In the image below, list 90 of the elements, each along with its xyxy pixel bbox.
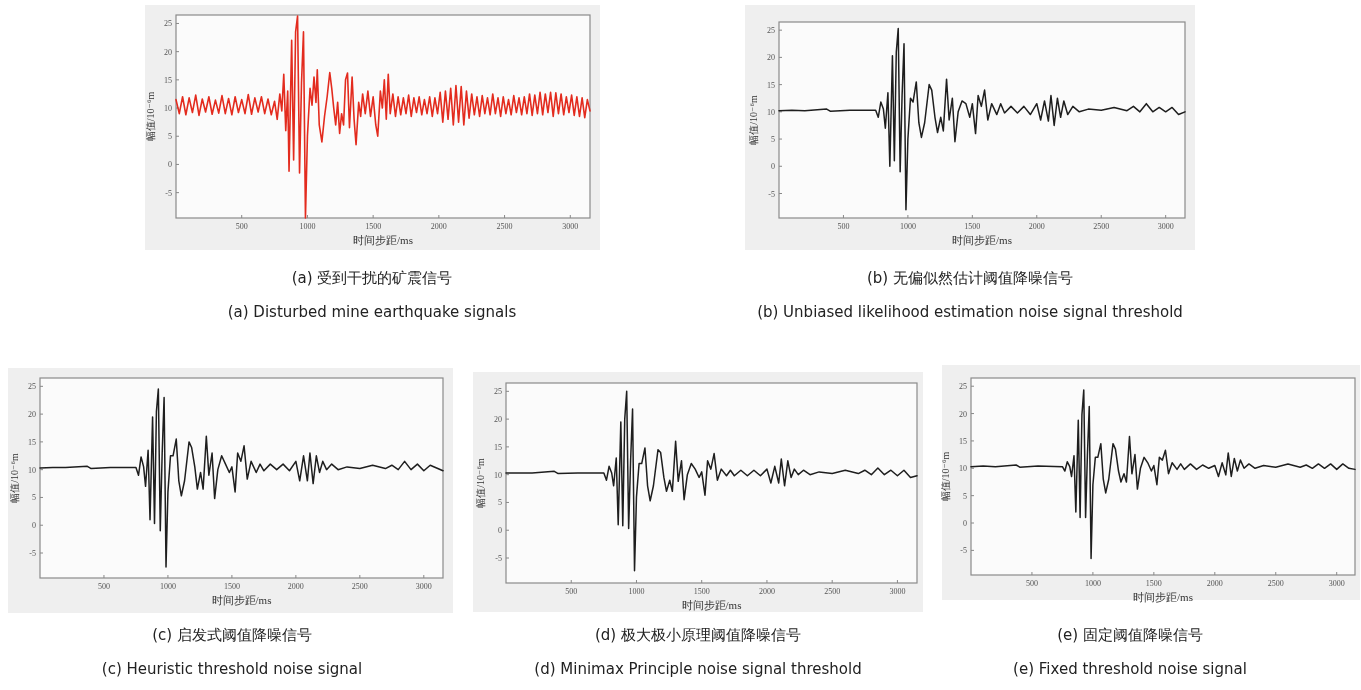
x-tick-label: 2000 xyxy=(1028,222,1045,231)
y-tick-label: 0 xyxy=(32,521,36,531)
y-tick-label: 15 xyxy=(959,436,967,446)
x-tick-label: 1000 xyxy=(628,587,645,596)
y-tick-label: 0 xyxy=(168,160,172,170)
line-series xyxy=(505,390,918,572)
y-tick-label: 5 xyxy=(32,493,36,503)
y-tick-label: 5 xyxy=(498,498,502,508)
x-tick-label: 2500 xyxy=(496,222,513,231)
x-tick-label: 500 xyxy=(837,222,850,231)
y-tick-label: 20 xyxy=(959,409,967,419)
x-tick-label: 3000 xyxy=(1328,579,1345,588)
x-tick-label: 1000 xyxy=(159,582,176,591)
x-tick-label: 3000 xyxy=(889,587,906,596)
y-axis-title: 幅值/10⁻⁶m xyxy=(748,95,759,145)
y-tick-label: 25 xyxy=(767,26,775,36)
x-axis-title: 时间步距/ms xyxy=(952,234,1012,246)
text: (b) Unbiased likelihood estimation noise signal threshold xyxy=(757,303,1183,321)
text: (e) 固定阈值降噪信号 xyxy=(1057,626,1203,644)
x-tick-label: 1500 xyxy=(693,587,710,596)
x-tick-label: 1500 xyxy=(223,582,240,591)
x-tick-label: 500 xyxy=(235,222,248,231)
y-tick-label: -5 xyxy=(768,189,775,199)
y-tick-label: 15 xyxy=(767,80,775,90)
y-tick-label: 25 xyxy=(959,382,967,392)
y-tick-label: 5 xyxy=(963,491,967,501)
x-tick-label: 500 xyxy=(97,582,110,591)
y-axis-title: 幅值/10⁻⁶m xyxy=(940,451,951,502)
text: (b) 无偏似然估计阈值降噪信号 xyxy=(867,269,1073,287)
x-axis-title: 时间步距/ms xyxy=(1133,591,1193,603)
y-tick-label: -5 xyxy=(960,546,967,556)
line-series xyxy=(778,27,1186,211)
x-tick-label: 2500 xyxy=(1093,222,1110,231)
x-tick-label: 1500 xyxy=(365,222,382,231)
y-tick-label: -5 xyxy=(29,549,36,558)
y-axis-title: 幅值/10⁻⁶m xyxy=(145,91,156,142)
x-tick-label: 1000 xyxy=(1084,579,1101,588)
y-tick-label: -5 xyxy=(495,554,502,563)
y-tick-label: 10 xyxy=(494,470,502,480)
x-tick-label: 500 xyxy=(565,587,578,596)
x-tick-label: 2500 xyxy=(1267,579,1284,588)
x-tick-label: 1000 xyxy=(299,222,316,231)
x-axis-title: 时间步距/ms xyxy=(681,599,742,611)
x-tick-label: 2500 xyxy=(351,582,368,591)
y-tick-label: 20 xyxy=(164,47,172,57)
y-tick-label: 20 xyxy=(494,415,502,425)
y-tick-label: 0 xyxy=(963,519,967,529)
x-tick-label: 2000 xyxy=(430,222,447,231)
y-tick-label: 5 xyxy=(168,132,172,142)
x-axis-title: 时间步距/ms xyxy=(353,234,413,246)
line-series xyxy=(39,388,444,568)
y-tick-label: 20 xyxy=(767,53,775,63)
x-tick-label: 2000 xyxy=(758,587,775,596)
y-axis-title: 幅值/10⁻⁶m xyxy=(475,458,486,508)
y-tick-label: 15 xyxy=(164,75,172,85)
y-tick-label: 25 xyxy=(28,382,36,392)
x-axis-title: 时间步距/ms xyxy=(211,594,272,606)
x-tick-label: 2500 xyxy=(824,587,841,596)
y-tick-label: 25 xyxy=(164,19,172,29)
x-tick-label: 3000 xyxy=(1157,222,1174,231)
y-tick-label: 10 xyxy=(28,465,36,475)
x-tick-label: 2000 xyxy=(1206,579,1223,588)
y-tick-label: 15 xyxy=(494,442,502,452)
y-tick-label: 10 xyxy=(767,107,775,117)
y-tick-label: -5 xyxy=(165,188,172,198)
y-tick-label: 10 xyxy=(959,464,967,474)
y-tick-label: 0 xyxy=(498,526,502,536)
text: (d) Minimax Principle noise signal threshold xyxy=(534,660,862,678)
x-tick-label: 2000 xyxy=(287,582,304,591)
text: (d) 极大极小原理阈值降噪信号 xyxy=(595,626,801,644)
y-tick-label: 20 xyxy=(28,410,36,420)
y-tick-label: 15 xyxy=(28,437,36,447)
text: (c) Heuristic threshold noise signal xyxy=(101,660,363,678)
x-tick-label: 3000 xyxy=(562,222,579,231)
text: (c) 启发式阈值降噪信号 xyxy=(152,626,312,644)
text: (a) Disturbed mine earthquake signals xyxy=(227,303,517,321)
x-tick-label: 3000 xyxy=(415,582,432,591)
x-tick-label: 1500 xyxy=(1145,579,1162,588)
line-series xyxy=(175,15,591,219)
y-tick-label: 25 xyxy=(494,387,502,397)
x-tick-label: 1500 xyxy=(964,222,981,231)
line-series xyxy=(970,389,1356,560)
y-tick-label: 0 xyxy=(771,162,775,172)
x-tick-label: 1000 xyxy=(899,222,916,231)
y-tick-label: 10 xyxy=(164,104,172,114)
y-axis-title: 幅值/10⁻⁶m xyxy=(9,453,20,503)
text: (e) Fixed threshold noise signal xyxy=(1013,660,1247,678)
y-tick-label: 5 xyxy=(771,135,775,145)
text: (a) 受到干扰的矿震信号 xyxy=(291,269,453,287)
x-tick-label: 500 xyxy=(1025,579,1038,588)
